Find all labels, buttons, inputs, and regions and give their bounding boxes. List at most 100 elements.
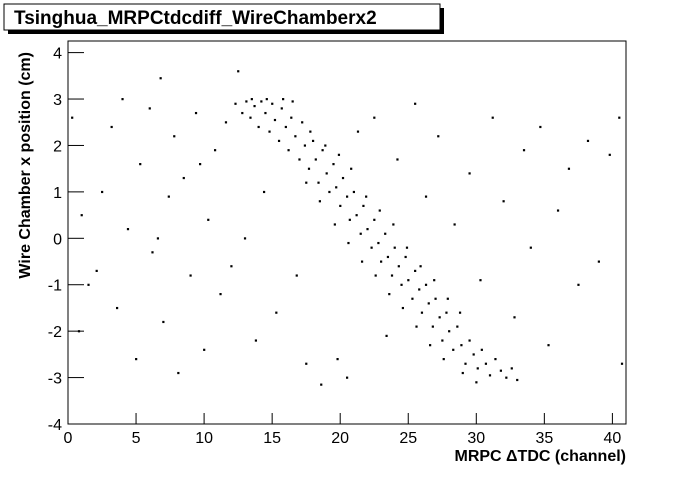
point: [441, 339, 444, 342]
point: [393, 246, 396, 249]
point: [442, 358, 445, 361]
point: [415, 325, 418, 328]
point: [418, 288, 421, 291]
point: [71, 116, 74, 119]
point: [332, 163, 335, 166]
point: [620, 362, 624, 365]
point: [275, 311, 278, 314]
point: [317, 181, 320, 184]
point: [373, 218, 376, 221]
x-tick-label: 30: [467, 430, 485, 447]
point: [411, 297, 414, 300]
point: [328, 190, 331, 194]
point: [567, 167, 571, 170]
point: [380, 260, 383, 263]
point: [476, 367, 479, 370]
point: [348, 218, 351, 221]
point: [303, 144, 307, 147]
point: [502, 200, 505, 203]
point: [250, 98, 253, 101]
point: [392, 223, 395, 226]
point: [199, 163, 202, 166]
point: [484, 362, 488, 365]
point: [352, 190, 356, 194]
title-box: [3, 3, 441, 31]
point: [101, 190, 104, 194]
point: [173, 135, 176, 138]
chart-title: Tsinghua_MRPCtdcdiff_WireChamberx2: [14, 8, 377, 29]
x-tick-label: 40: [603, 430, 621, 447]
point: [433, 279, 436, 282]
point: [321, 149, 324, 152]
point: [405, 246, 409, 249]
point: [461, 371, 464, 375]
point: [182, 176, 185, 180]
point: [464, 362, 467, 365]
point: [427, 302, 430, 305]
point: [510, 367, 513, 370]
point: [556, 209, 560, 212]
point: [360, 260, 364, 263]
point: [491, 116, 494, 119]
point: [420, 311, 424, 314]
point: [424, 283, 428, 286]
point: [516, 378, 519, 382]
point: [320, 383, 323, 386]
point: [386, 255, 390, 259]
point: [468, 172, 471, 175]
point: [282, 98, 285, 101]
x-tick-label: 10: [195, 430, 213, 447]
point: [396, 158, 399, 161]
point: [280, 107, 283, 110]
point: [126, 228, 130, 231]
point: [203, 348, 206, 351]
point: [254, 339, 258, 342]
point: [460, 344, 463, 347]
point: [257, 125, 260, 129]
point: [475, 381, 478, 384]
point: [277, 139, 281, 143]
point: [547, 344, 550, 347]
point: [305, 181, 308, 184]
point: [219, 293, 222, 296]
point: [159, 77, 162, 80]
point: [350, 167, 353, 170]
point: [284, 125, 287, 129]
point: [480, 348, 483, 351]
point: [586, 139, 590, 143]
point: [370, 246, 373, 249]
point: [366, 228, 369, 231]
point: [268, 130, 271, 133]
point: [294, 135, 297, 138]
point: [390, 274, 394, 277]
point: [262, 190, 266, 194]
point: [401, 306, 404, 310]
point: [419, 265, 422, 268]
point: [539, 125, 542, 129]
point: [273, 118, 277, 122]
point: [314, 158, 317, 161]
point: [249, 116, 252, 119]
point: [434, 297, 437, 300]
y-tick-label: 0: [53, 231, 62, 248]
point: [243, 237, 247, 240]
point: [608, 153, 611, 156]
point: [167, 195, 170, 198]
point: [336, 358, 339, 361]
point: [324, 144, 327, 147]
point: [414, 269, 417, 272]
point: [311, 139, 315, 143]
point: [339, 204, 342, 208]
point: [224, 121, 228, 124]
point: [151, 251, 154, 254]
point: [499, 369, 502, 372]
point: [325, 172, 328, 175]
point: [453, 223, 456, 226]
point: [355, 214, 358, 217]
point: [234, 102, 237, 105]
point: [468, 339, 471, 342]
point: [414, 102, 417, 105]
point: [77, 330, 81, 333]
